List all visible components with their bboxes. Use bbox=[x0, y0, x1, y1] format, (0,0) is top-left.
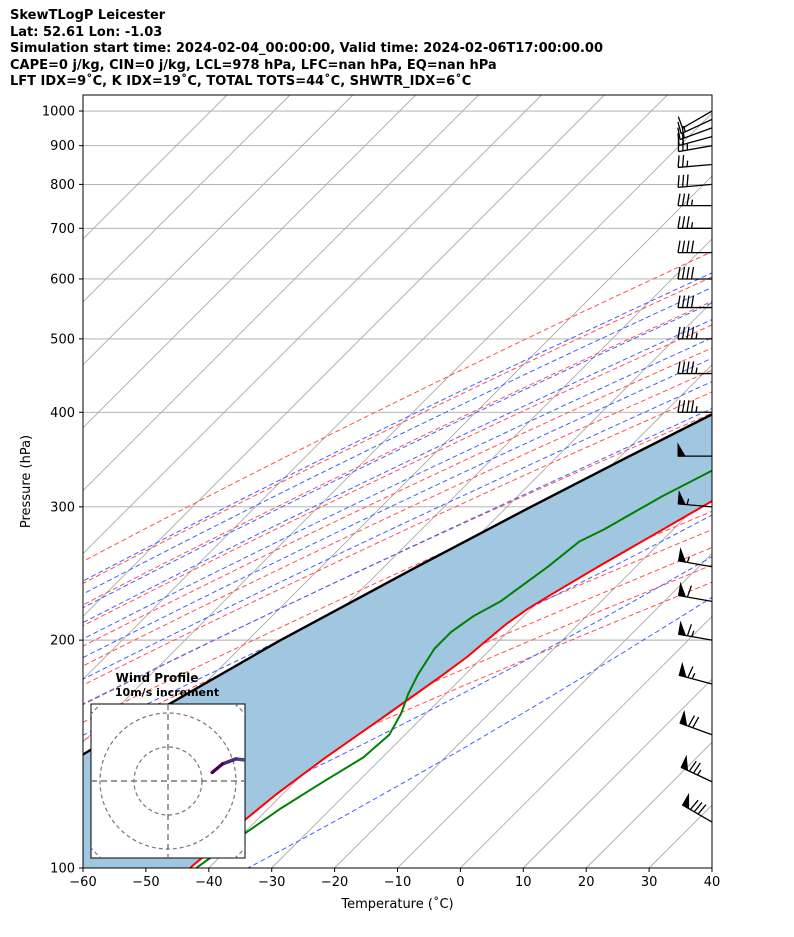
hodograph-segment bbox=[210, 762, 225, 775]
moist-adiabat bbox=[83, 272, 712, 582]
x-tick-label: 10 bbox=[515, 875, 532, 890]
moist-adiabat bbox=[83, 302, 712, 609]
isotherm-0 bbox=[460, 615, 712, 868]
y-tick-label: 500 bbox=[50, 332, 75, 347]
isotherm--120 bbox=[83, 95, 479, 492]
wind-barb bbox=[677, 125, 713, 141]
wind-barb bbox=[677, 118, 713, 135]
hodograph-title: Wind Profile bbox=[116, 671, 199, 685]
isotherm--100 bbox=[83, 95, 605, 618]
moist-adiabat bbox=[83, 407, 712, 706]
wind-barb bbox=[677, 620, 713, 641]
dry-adiabat bbox=[83, 276, 712, 585]
y-tick-label: 900 bbox=[50, 139, 75, 154]
hodograph-segment bbox=[234, 757, 245, 762]
hodograph-segment bbox=[270, 818, 277, 828]
x-tick-label: 40 bbox=[704, 875, 721, 890]
parcel-line bbox=[83, 413, 712, 756]
wind-barb bbox=[681, 792, 713, 823]
chart-header: SkewTLogP Leicester Lat: 52.61 Lon: -1.0… bbox=[10, 8, 603, 91]
wind-barb bbox=[677, 547, 713, 568]
wind-barb bbox=[677, 110, 713, 129]
isotherm--90 bbox=[83, 95, 668, 680]
x-tick-label: −30 bbox=[258, 875, 285, 890]
x-tick-label: −50 bbox=[132, 875, 159, 890]
wind-barb bbox=[677, 240, 712, 254]
wind-barb bbox=[677, 400, 712, 413]
y-tick-label: 800 bbox=[50, 178, 75, 193]
wind-barb bbox=[677, 193, 712, 207]
stability-indices-line: LFT IDX=9˚C, K IDX=19˚C, TOTAL TOTS=44˚C… bbox=[10, 74, 472, 89]
isotherm-10 bbox=[522, 678, 712, 868]
wind-barb bbox=[677, 154, 713, 169]
y-axis-label: Pressure (hPa) bbox=[19, 435, 34, 528]
dry-adiabat bbox=[83, 300, 712, 606]
moist-adiabat bbox=[83, 286, 712, 595]
y-tick-label: 300 bbox=[50, 500, 75, 515]
chart-title: SkewTLogP Leicester bbox=[10, 8, 166, 23]
wind-barb bbox=[677, 138, 713, 153]
y-tick-label: 200 bbox=[50, 634, 75, 649]
dry-adiabat bbox=[83, 324, 712, 627]
y-tick-label: 400 bbox=[50, 406, 75, 421]
wind-barb bbox=[677, 174, 713, 189]
wind-barb bbox=[677, 295, 712, 309]
temperature-line bbox=[189, 499, 712, 868]
profile-lines bbox=[83, 413, 712, 868]
x-tick-label: −60 bbox=[69, 875, 96, 890]
axes: −60 −50 −40 −30 −20 −10 0 10 20 30 40 1000 900 800 700… bbox=[19, 105, 720, 912]
moist-adiabat bbox=[83, 357, 712, 659]
wind-barbs bbox=[677, 110, 713, 823]
y-tick-label: 600 bbox=[50, 272, 75, 287]
isotherm--160 bbox=[83, 95, 228, 240]
isotherm--10 bbox=[397, 552, 712, 868]
x-tick-label: 0 bbox=[456, 875, 464, 890]
hodograph-segment bbox=[220, 757, 238, 766]
hodograph-plot bbox=[91, 704, 280, 858]
dewpoint-line bbox=[195, 469, 712, 868]
location-line: Lat: 52.61 Lon: -1.03 bbox=[10, 24, 163, 40]
isotherm--150 bbox=[83, 95, 291, 303]
wind-barb bbox=[677, 216, 712, 229]
x-tick-label: −40 bbox=[195, 875, 222, 890]
wind-barb bbox=[679, 709, 713, 736]
isotherm-40 bbox=[711, 867, 712, 868]
wind-barb bbox=[677, 581, 713, 603]
x-tick-label: 30 bbox=[641, 875, 658, 890]
moist-adiabat bbox=[83, 319, 712, 624]
hodograph-subtitle: 10m/s increment bbox=[115, 686, 219, 699]
hodograph-segment bbox=[277, 829, 280, 836]
wind-barb bbox=[677, 490, 713, 508]
x-tick-label: −10 bbox=[384, 875, 411, 890]
x-tick-label: −20 bbox=[321, 875, 348, 890]
parcel-params-line: CAPE=0 j/kg, CIN=0 j/kg, LCL=978 hPa, LF… bbox=[10, 57, 497, 73]
isotherm--130 bbox=[83, 95, 417, 429]
wind-barb bbox=[677, 361, 712, 375]
wind-barb bbox=[680, 754, 713, 783]
time-line: Simulation start time: 2024-02-04_00:00:… bbox=[10, 41, 603, 56]
y-tick-label: 1000 bbox=[42, 105, 75, 120]
isotherm--140 bbox=[83, 95, 354, 366]
wind-barb bbox=[677, 266, 712, 280]
wind-barb bbox=[678, 661, 713, 685]
x-axis-label: Temperature (˚C) bbox=[340, 896, 453, 912]
mixing-ratio-line bbox=[725, 95, 794, 308]
moist-adiabat bbox=[83, 514, 712, 821]
wind-barb bbox=[677, 442, 712, 457]
y-tick-label: 100 bbox=[50, 862, 75, 877]
x-tick-label: 20 bbox=[578, 875, 595, 890]
isotherm--20 bbox=[334, 489, 712, 868]
isotherm--110 bbox=[83, 95, 542, 555]
y-tick-label: 700 bbox=[50, 222, 75, 237]
moist-adiabat bbox=[83, 380, 712, 680]
wind-barb bbox=[677, 326, 712, 340]
dry-adiabat bbox=[83, 251, 712, 562]
